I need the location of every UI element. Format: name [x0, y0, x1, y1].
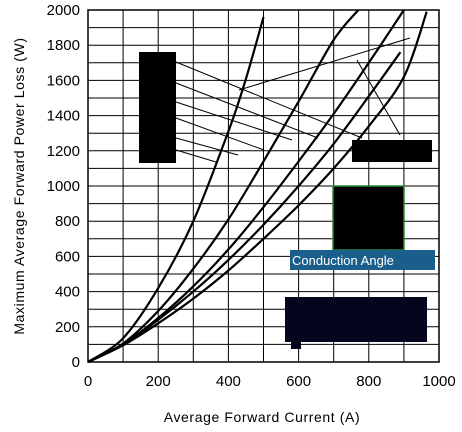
y-axis-label: Maximum Average Forward Power Loss (W) [11, 37, 27, 334]
leader-line [175, 61, 363, 139]
leader-line [175, 101, 293, 141]
redaction-block-upper-right [352, 140, 432, 162]
y-tick-label: 2000 [47, 2, 80, 19]
caption-background [290, 250, 435, 270]
redaction-block-left [139, 52, 176, 163]
leader-lines [175, 37, 411, 163]
leader-line [175, 149, 217, 163]
leader-line [238, 37, 411, 91]
y-tick-label: 800 [55, 213, 80, 230]
x-tick-label: 200 [146, 373, 171, 390]
leader-line [175, 137, 239, 156]
redaction-block-bottom [285, 297, 427, 342]
caption-text: Conduction Angle [292, 253, 394, 268]
redaction-block-center [332, 185, 405, 251]
x-tick-label: 600 [286, 373, 311, 390]
leader-line [356, 59, 401, 136]
y-tick-label: 1400 [47, 108, 80, 125]
y-tick-label: 200 [55, 319, 80, 336]
power-loss-curve [87, 11, 428, 363]
power-loss-curve [87, 16, 265, 363]
leader-line [175, 82, 319, 139]
y-tick-label: 0 [72, 354, 80, 371]
y-tick-label: 1000 [47, 178, 80, 195]
x-tick-label: 400 [216, 373, 241, 390]
x-tick-label: 1000 [422, 373, 455, 390]
leader-line [175, 117, 265, 151]
power-loss-curve [87, 9, 360, 363]
y-tick-label: 600 [55, 248, 80, 265]
conduction-angle-caption: Conduction Angle [290, 250, 435, 270]
power-loss-curve [87, 51, 402, 363]
power-loss-curves [87, 9, 428, 363]
redaction-blocks [139, 52, 432, 349]
x-tick-label: 0 [84, 373, 92, 390]
y-tick-label: 1200 [47, 143, 80, 160]
x-axis-label: Average Forward Current (A) [164, 409, 360, 425]
tick-labels: 0 200 400 600 800 1000 0 200 400 600 800 1000 1200 14… [47, 2, 456, 390]
y-tick-label: 1600 [47, 72, 80, 89]
plot-frame [87, 9, 440, 363]
redaction-block-tab [291, 339, 301, 349]
y-tick-label: 1800 [47, 37, 80, 54]
x-tick-label: 800 [356, 373, 381, 390]
y-tick-label: 400 [55, 284, 80, 301]
